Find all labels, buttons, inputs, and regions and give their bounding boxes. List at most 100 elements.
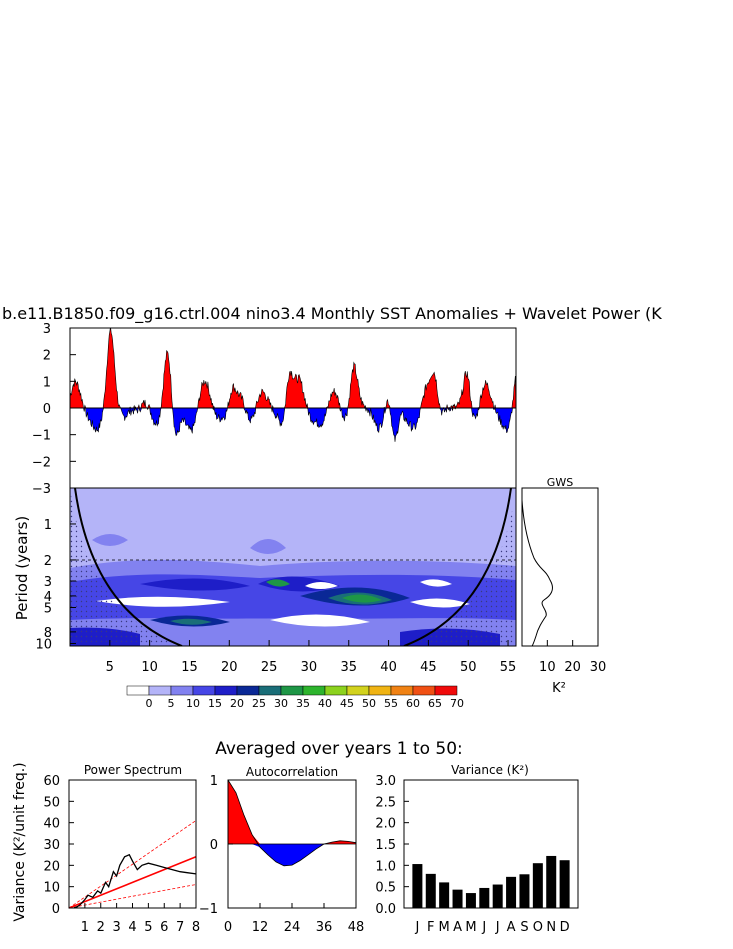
power-spectrum-title: Power Spectrum xyxy=(84,763,182,777)
y-tick-label: 8 xyxy=(44,626,52,641)
colorbar-swatch xyxy=(258,685,282,696)
month-label: J xyxy=(414,920,419,935)
month-label: F xyxy=(427,920,434,935)
upper-confidence-line xyxy=(68,820,197,909)
y-tick-label: 1.0 xyxy=(375,859,396,874)
colorbar-label: 50 xyxy=(362,697,376,710)
y-tick-label: 20 xyxy=(43,859,60,874)
colorbar-label: 60 xyxy=(406,697,420,710)
colorbar-label: 65 xyxy=(428,697,442,710)
month-label: J xyxy=(481,920,486,935)
x-tick-label: 40 xyxy=(380,660,397,675)
variance-bar xyxy=(519,874,530,908)
y-tick-label: 0 xyxy=(52,902,60,917)
averaged-title: Averaged over years 1 to 50: xyxy=(215,739,463,759)
colorbar-swatch xyxy=(214,685,238,696)
autocorrelation-plot xyxy=(227,779,357,867)
x-tick-label: 2 xyxy=(97,920,105,935)
variance-bar xyxy=(425,873,436,908)
x-tick-label: 5 xyxy=(106,660,114,675)
cone-line-right xyxy=(403,488,512,646)
colorbar-label: 10 xyxy=(186,697,200,710)
month-label: M xyxy=(439,920,450,935)
variance-bar xyxy=(479,887,490,908)
power-spectrum-plot xyxy=(68,820,197,909)
colorbar-swatch xyxy=(192,685,216,696)
contour-blob xyxy=(170,618,212,625)
variance-bar xyxy=(439,882,450,908)
colorbar-label: 20 xyxy=(230,697,244,710)
power-spectrum-ylabel: Variance (K²/unit freq.) xyxy=(12,762,28,921)
y-tick-label: 3.0 xyxy=(375,774,396,789)
variance-bar xyxy=(452,889,463,908)
negative-anomaly-area xyxy=(70,406,516,442)
variance-bar xyxy=(506,876,517,908)
colorbar-label: 15 xyxy=(208,697,222,710)
contour-blob xyxy=(266,579,290,587)
y-tick-label: 2.0 xyxy=(375,817,396,832)
variance-bar xyxy=(546,855,557,908)
gws-curve xyxy=(521,499,553,647)
wavelet-contours xyxy=(70,488,516,646)
spectrum-line xyxy=(73,853,197,909)
colorbar-label: 30 xyxy=(274,697,288,710)
cone-line-left xyxy=(74,488,183,646)
x-tick-label: 15 xyxy=(181,660,198,675)
contour-blob xyxy=(420,579,452,587)
y-tick-label: 1 xyxy=(210,774,218,789)
timeseries-y-axis: 3 2 1 0 −1 −2 −3 xyxy=(32,322,76,497)
autocorr-positive-area xyxy=(228,780,356,844)
y-tick-label: 2 xyxy=(44,554,52,569)
colorbar-label: 40 xyxy=(318,697,332,710)
contour-blob xyxy=(270,614,370,627)
y-tick-label: 30 xyxy=(43,838,60,853)
variance-bar xyxy=(492,884,503,908)
contour-blob xyxy=(250,539,286,554)
x-tick-label: 50 xyxy=(460,660,477,675)
colorbar-label: 0 xyxy=(146,697,153,710)
y-tick-label: 0.5 xyxy=(375,881,396,896)
x-tick-label: 30 xyxy=(301,660,318,675)
x-tick-label: 30 xyxy=(590,660,607,675)
power-spectrum-axes: 0 10 20 30 40 50 60 1 2 3 4 5 6 7 8 xyxy=(43,774,200,935)
month-label: A xyxy=(507,920,516,935)
x-tick-label: 25 xyxy=(261,660,278,675)
colorbar-swatch xyxy=(434,685,458,696)
y-tick-label: 0 xyxy=(43,402,51,417)
autocorr-line xyxy=(227,779,357,867)
colorbar-swatch xyxy=(280,685,304,696)
y-tick-label: 3 xyxy=(44,575,52,590)
variance-plot xyxy=(412,855,570,908)
variance-bar xyxy=(532,863,543,908)
y-tick-label: 40 xyxy=(43,817,60,832)
contour-blob xyxy=(305,582,338,589)
y-tick-label: 10 xyxy=(35,637,52,652)
wavelet-y-axis: 1 2 345 810 xyxy=(35,518,76,652)
colorbar-label: 45 xyxy=(340,697,354,710)
contour-blob xyxy=(96,596,230,607)
autocorrelation-axes: 1 0 −1 0 12 24 36 48 xyxy=(199,774,364,935)
autocorrelation-title: Autocorrelation xyxy=(246,765,338,779)
colorbar-swatch xyxy=(126,685,150,696)
cone-left xyxy=(70,488,180,646)
contour-blob xyxy=(92,534,128,546)
y-tick-label: 4 xyxy=(44,590,52,605)
cone-right xyxy=(406,488,516,646)
x-tick-label: 24 xyxy=(284,920,301,935)
y-tick-label: 0 xyxy=(210,838,218,853)
colorbar: 0 5 10 15 20 25 30 35 40 45 50 55 60 65 70 xyxy=(126,685,464,710)
x-tick-label: 20 xyxy=(564,660,581,675)
x-tick-label: 36 xyxy=(316,920,333,935)
month-label: J xyxy=(495,920,500,935)
colorbar-swatch xyxy=(170,685,194,696)
wavelet-frame xyxy=(69,487,517,647)
x-tick-label: 35 xyxy=(340,660,357,675)
gws-x-axis: 10 20 30 xyxy=(539,640,606,675)
month-label: D xyxy=(560,920,570,935)
x-tick-label: 45 xyxy=(420,660,437,675)
red-noise-line xyxy=(68,856,197,909)
y-tick-label: 50 xyxy=(43,795,60,810)
